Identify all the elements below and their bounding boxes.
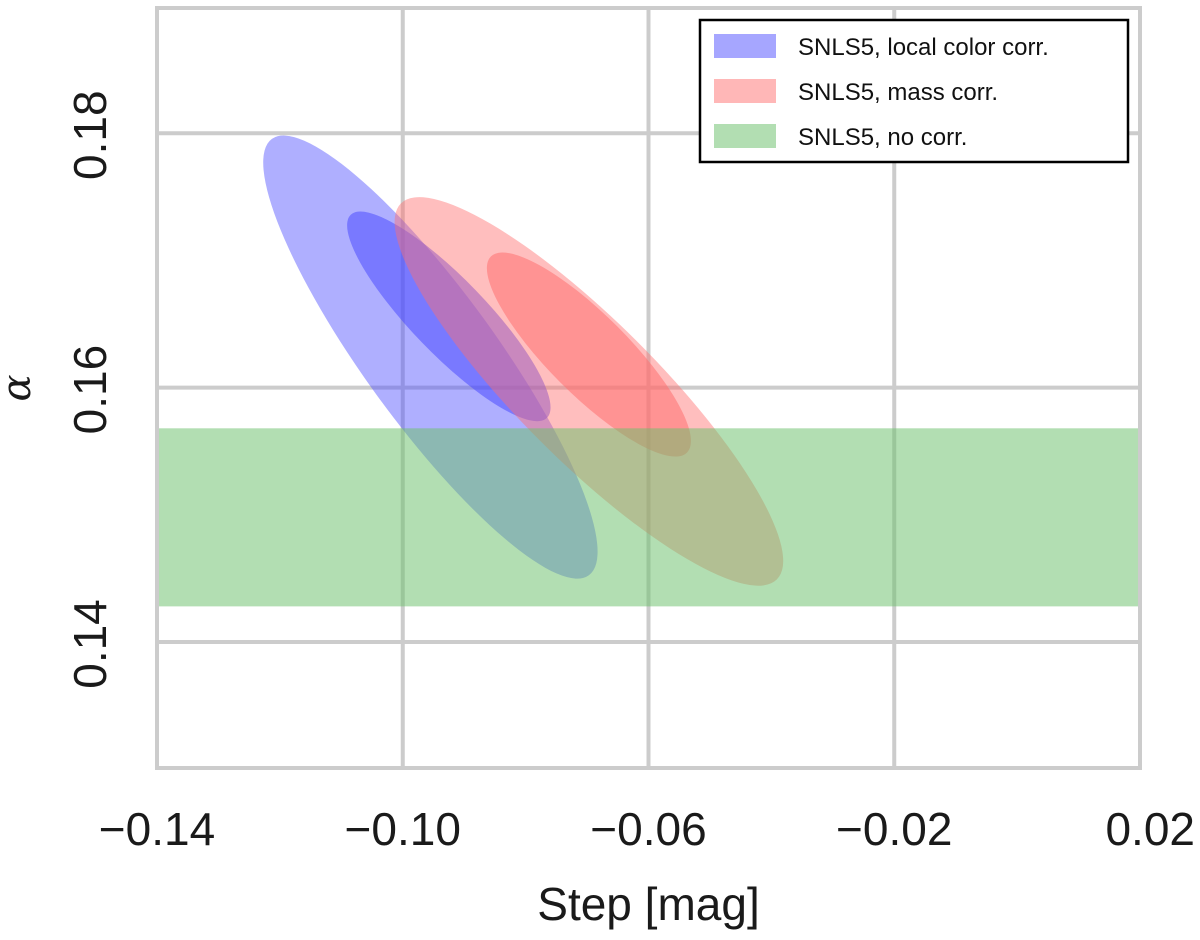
legend-swatch (714, 124, 776, 148)
x-tick-label: −0.14 (99, 803, 215, 855)
plot-frame (155, 6, 1142, 770)
y-tick-label: 0.18 (64, 90, 116, 180)
contour-inner-series-1 (347, 211, 551, 422)
y-tick-labels: 0.14 0.16 0.18 (64, 90, 116, 688)
plot-area (157, 135, 1140, 607)
legend-label: SNLS5, local color corr. (798, 34, 1049, 61)
legend-label: SNLS5, mass corr. (798, 79, 998, 106)
legend-swatch (714, 34, 776, 58)
x-tick-label: −0.06 (590, 803, 706, 855)
no-corr-band (157, 428, 1140, 607)
x-tick-label: 0.02 (1105, 803, 1195, 855)
x-axis-label: Step [mag] (537, 878, 759, 930)
y-tick-label: 0.14 (64, 599, 116, 689)
legend: SNLS5, local color corr. SNLS5, mass corr… (698, 18, 1130, 164)
x-tick-label: −0.10 (345, 803, 461, 855)
x-tick-label: −0.02 (836, 803, 952, 855)
legend-swatch (714, 79, 776, 103)
y-tick-label: 0.16 (64, 345, 116, 435)
contour-inner-series-2 (486, 252, 691, 457)
y-axis-label: α (0, 374, 40, 401)
x-tick-labels: −0.14 −0.10 −0.06 −0.02 0.02 (99, 803, 1195, 855)
legend-label: SNLS5, no corr. (798, 124, 967, 151)
